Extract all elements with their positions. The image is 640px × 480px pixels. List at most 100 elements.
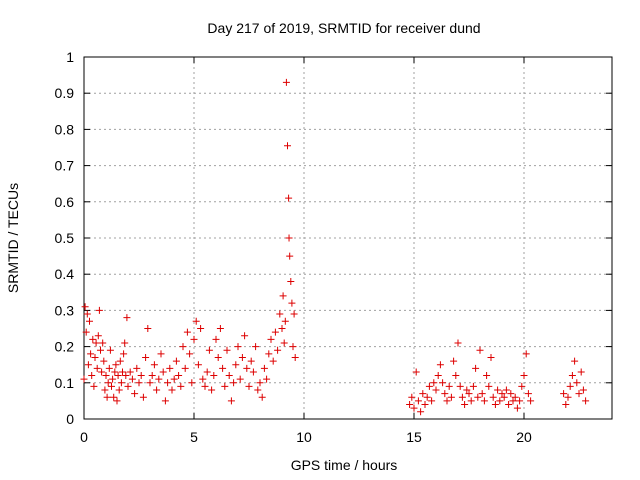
data-point xyxy=(236,375,244,383)
data-point xyxy=(274,346,282,354)
data-point xyxy=(564,393,572,401)
data-point xyxy=(419,390,427,398)
data-point xyxy=(566,382,574,390)
data-point xyxy=(98,368,106,376)
data-point xyxy=(205,346,213,354)
data-point xyxy=(452,372,460,380)
data-point xyxy=(284,142,291,150)
data-point xyxy=(146,379,154,387)
data-point xyxy=(560,390,568,398)
data-point xyxy=(414,397,422,405)
data-points xyxy=(80,78,590,416)
data-point xyxy=(410,404,418,412)
data-point xyxy=(90,382,98,390)
data-point xyxy=(509,397,517,405)
data-point xyxy=(494,386,502,394)
data-point xyxy=(87,350,95,358)
data-point xyxy=(568,372,576,380)
data-point xyxy=(291,353,299,361)
data-point xyxy=(161,397,169,405)
data-point xyxy=(120,350,128,358)
y-axis-label: SRMTID / TECUs xyxy=(5,183,21,293)
data-point xyxy=(199,375,207,383)
axis-ticks: 00.10.20.30.40.50.60.70.80.910 5 10 15 20 xyxy=(55,49,612,445)
data-point xyxy=(82,328,90,336)
data-point xyxy=(289,343,297,351)
x-tick-label: 15 xyxy=(406,429,422,445)
data-point xyxy=(258,393,266,401)
data-point xyxy=(480,397,488,405)
data-point xyxy=(520,372,528,380)
data-point xyxy=(234,343,242,351)
data-point xyxy=(128,375,136,383)
data-point xyxy=(88,372,96,380)
data-point xyxy=(516,397,524,405)
data-point xyxy=(476,346,484,354)
data-point xyxy=(562,401,570,409)
data-point xyxy=(513,404,521,412)
data-point xyxy=(252,343,260,351)
data-point xyxy=(267,335,275,343)
x-axis-label: GPS time / hours xyxy=(291,457,398,473)
data-point xyxy=(245,382,253,390)
data-point xyxy=(417,408,425,416)
data-point xyxy=(443,397,451,405)
data-point xyxy=(445,382,453,390)
data-point xyxy=(439,379,447,387)
data-point xyxy=(491,401,499,409)
data-point xyxy=(135,379,143,387)
data-point xyxy=(271,328,279,336)
data-point xyxy=(119,368,126,376)
data-point xyxy=(522,350,530,358)
data-point xyxy=(142,353,150,361)
data-point xyxy=(116,357,124,365)
data-point xyxy=(498,390,506,398)
data-point xyxy=(179,343,187,351)
data-point xyxy=(241,332,249,340)
data-point xyxy=(511,393,519,401)
data-point xyxy=(500,393,508,401)
data-point xyxy=(117,379,125,387)
data-point xyxy=(115,386,123,394)
y-tick-label: 0.1 xyxy=(55,375,75,391)
x-tick-label: 10 xyxy=(296,429,312,445)
data-point xyxy=(276,310,284,318)
data-point xyxy=(573,379,581,387)
data-point xyxy=(94,332,102,340)
data-point xyxy=(286,252,294,260)
data-point xyxy=(450,357,458,365)
data-point xyxy=(109,375,117,383)
data-point xyxy=(159,368,167,376)
data-point xyxy=(249,368,257,376)
data-point xyxy=(110,393,118,401)
data-point xyxy=(441,390,449,398)
data-point xyxy=(478,390,486,398)
data-point xyxy=(111,368,119,376)
data-point xyxy=(95,306,103,314)
data-point xyxy=(170,375,178,383)
data-point xyxy=(485,382,493,390)
data-point xyxy=(197,325,205,332)
y-tick-label: 0.7 xyxy=(55,158,75,174)
data-point xyxy=(467,397,475,405)
data-point xyxy=(256,379,264,387)
data-point xyxy=(123,314,131,322)
data-point xyxy=(214,353,222,361)
data-point xyxy=(280,339,288,347)
data-point xyxy=(502,386,510,394)
data-point xyxy=(423,393,431,401)
data-point xyxy=(102,372,110,380)
data-point xyxy=(148,372,156,380)
data-point xyxy=(106,346,114,354)
data-point xyxy=(221,382,229,390)
data-point xyxy=(290,310,298,318)
data-point xyxy=(238,353,246,361)
data-point xyxy=(436,361,444,369)
data-point xyxy=(461,401,469,409)
data-point xyxy=(155,375,163,383)
y-tick-label: 0 xyxy=(66,411,74,427)
data-point xyxy=(157,350,165,358)
data-point xyxy=(97,346,104,354)
data-point xyxy=(168,386,176,394)
